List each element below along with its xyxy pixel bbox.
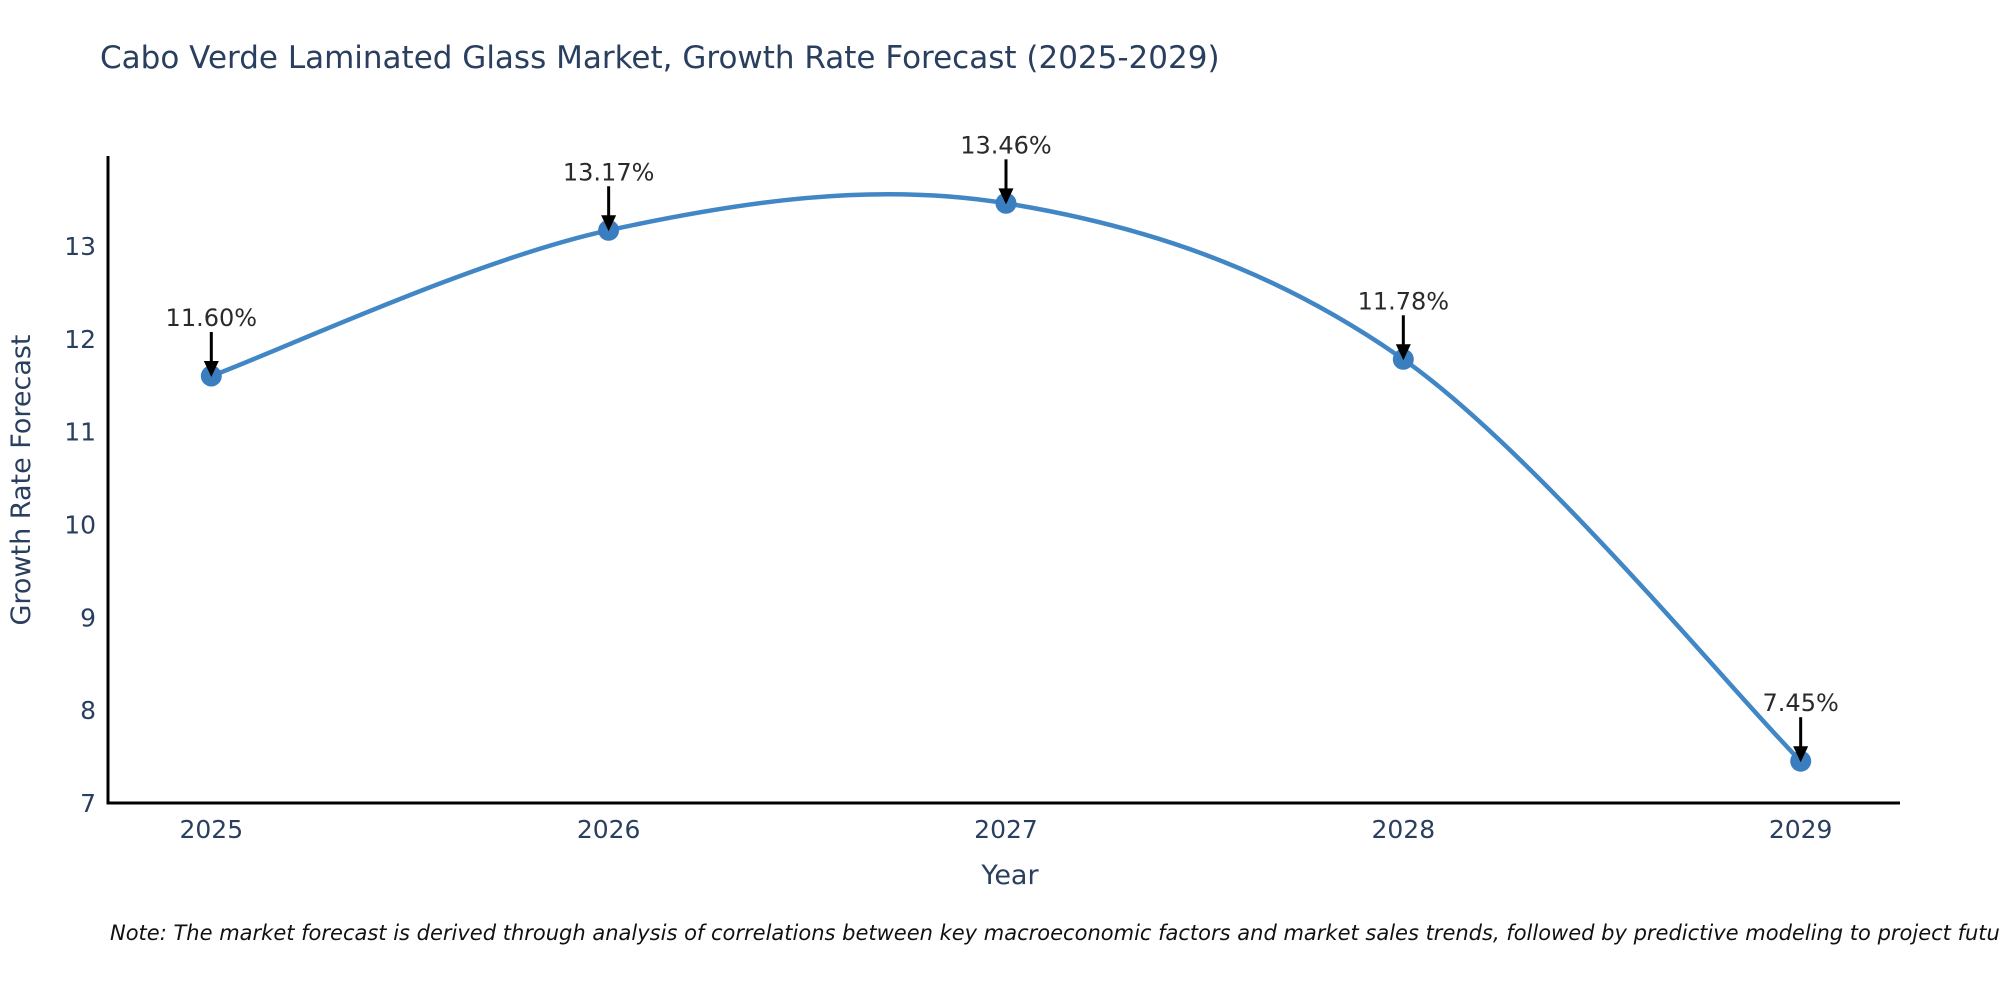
annotation-label: 7.45% [1763, 689, 1839, 717]
annotation-label: 13.46% [960, 131, 1052, 159]
chart-title: Cabo Verde Laminated Glass Market, Growt… [100, 40, 1220, 76]
footnote: Note: The market forecast is derived thr… [110, 921, 2000, 945]
annotation-label: 11.78% [1358, 287, 1450, 315]
y-tick-label: 8 [80, 696, 96, 725]
plot-area: 7 8 9 10 11 12 13 2025 2026 2027 2028 2029 11.60% 13.… [64, 131, 1900, 844]
y-tick-label: 9 [80, 603, 96, 632]
y-tick-label: 13 [64, 232, 96, 261]
forecast-line [209, 191, 1803, 764]
annotation-label: 13.17% [563, 158, 655, 186]
annotation-arrowhead-icon [1793, 746, 1809, 763]
annotation-arrowhead-icon [998, 188, 1014, 205]
x-tick-label: 2025 [179, 815, 243, 844]
x-tick-label: 2026 [577, 815, 641, 844]
y-tick-label: 10 [64, 511, 96, 540]
x-axis-title: Year [980, 860, 1039, 891]
annotation-arrowhead-icon [1395, 344, 1411, 361]
annotation-arrowhead-icon [601, 215, 617, 232]
annotation-arrowhead-icon [203, 360, 219, 377]
x-tick-label: 2027 [974, 815, 1038, 844]
x-tick-label: 2029 [1769, 815, 1833, 844]
x-tick-label: 2028 [1372, 815, 1436, 844]
y-tick-label: 12 [64, 325, 96, 354]
y-axis-title: Growth Rate Forecast [6, 334, 37, 625]
axis-lines [106, 156, 1900, 805]
y-tick-label: 7 [80, 789, 96, 818]
annotation-label: 11.60% [166, 304, 258, 332]
y-tick-label: 11 [64, 418, 96, 447]
